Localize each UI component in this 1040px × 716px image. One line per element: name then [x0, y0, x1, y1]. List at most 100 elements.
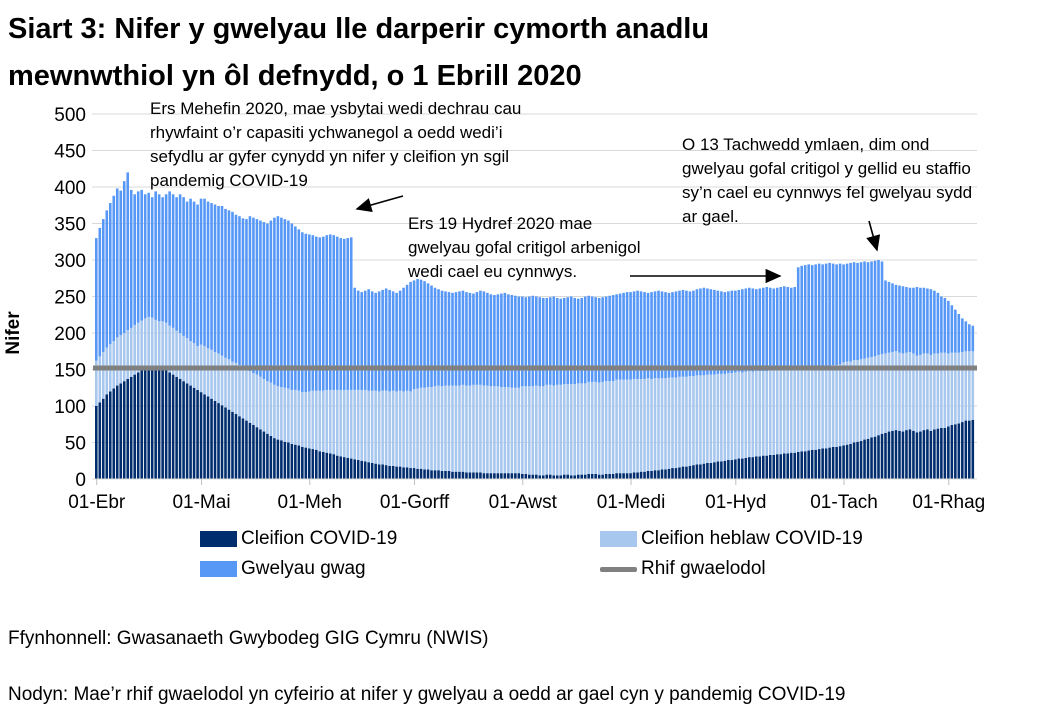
bar-segment-1 [559, 384, 563, 476]
bar-segment-2 [297, 229, 301, 391]
bar-segment-2 [905, 287, 908, 353]
bar-segment-0 [514, 473, 517, 479]
bar-segment-0 [583, 474, 587, 479]
axes: 0 50 100 150 200 250 300 350 400 450 500 01-Ebr 01-M… [54, 105, 985, 513]
bar-segment-0 [964, 420, 968, 479]
bar-segment-1 [926, 353, 929, 430]
y-tick-label: 450 [54, 142, 86, 163]
bar-segment-0 [653, 470, 657, 479]
bar-segment-1 [912, 353, 915, 431]
bar-segment-0 [681, 466, 685, 479]
bar-segment-1 [828, 365, 831, 448]
bar-segment-1 [444, 385, 447, 471]
bar-segment-1 [919, 354, 922, 432]
bar-segment-2 [339, 238, 343, 390]
y-tick-label: 0 [75, 470, 86, 491]
bar-segment-0 [611, 473, 615, 479]
bar-segment-2 [594, 297, 597, 382]
bar-segment-1 [510, 387, 514, 474]
bar-segment-2 [332, 235, 336, 390]
bar-segment-2 [842, 264, 845, 363]
bar-segment-0 [154, 368, 157, 479]
bar-segment-2 [674, 291, 678, 378]
bar-segment-2 [943, 297, 947, 353]
bar-segment-1 [692, 376, 695, 466]
bar-segment-2 [479, 290, 482, 385]
bar-segment-0 [503, 473, 507, 479]
y-tick-label: 50 [65, 434, 86, 455]
bar-segment-0 [559, 475, 563, 479]
bar-segment-2 [891, 283, 894, 352]
bar-segment-0 [266, 433, 269, 479]
bar-segment-1 [852, 360, 856, 443]
bar-segment-0 [262, 431, 266, 479]
bar-segment-0 [929, 430, 933, 479]
bar-segment-2 [709, 289, 713, 375]
bar-segment-0 [479, 472, 482, 479]
bar-segment-1 [562, 384, 566, 475]
bar-segment-0 [297, 445, 301, 479]
bar-segment-0 [702, 463, 706, 479]
bar-segment-2 [290, 223, 294, 390]
bar-segment-2 [761, 287, 765, 371]
bar-segment-1 [873, 356, 877, 437]
bar-segment-2 [692, 290, 695, 377]
bar-segment-1 [901, 353, 905, 432]
bar-segment-2 [454, 292, 458, 386]
bar-segment-1 [817, 366, 821, 450]
bar-segment-1 [765, 370, 769, 456]
bar-segment-0 [185, 383, 189, 479]
bar-segment-0 [555, 475, 559, 479]
bar-segment-1 [315, 390, 318, 450]
bar-segment-1 [140, 320, 143, 371]
bar-segment-2 [318, 237, 322, 391]
bar-segment-2 [353, 287, 357, 390]
bar-segment-1 [325, 389, 329, 453]
bar-segment-0 [720, 461, 723, 479]
bar-segment-2 [468, 292, 472, 386]
bar-segment-2 [950, 305, 954, 353]
bar-segment-2 [451, 292, 454, 386]
bar-segment-2 [168, 191, 171, 326]
bar-segment-0 [426, 469, 430, 479]
x-tick-label: 01-Meh [278, 492, 342, 513]
bar-segment-0 [824, 448, 828, 479]
bar-segment-0 [772, 454, 776, 479]
bar-segment-0 [419, 468, 423, 479]
bar-segment-2 [576, 298, 580, 384]
bar-segment-0 [528, 474, 531, 479]
bar-segment-2 [625, 292, 629, 380]
bar-segment-1 [706, 374, 709, 463]
bar-segment-1 [894, 351, 898, 431]
bar-segment-1 [192, 343, 196, 388]
bar-segment-0 [283, 441, 287, 479]
bar-segment-1 [266, 381, 269, 434]
annotation-june: Ers Mehefin 2020, mae ysbytai wedi dechr… [150, 99, 522, 190]
bar-segment-2 [189, 198, 192, 342]
bar-segment-1 [968, 351, 971, 421]
annotation-arrow-november [866, 220, 881, 252]
bar-segment-1 [545, 384, 549, 475]
bar-segment-2 [175, 197, 178, 331]
bar-segment-1 [398, 390, 402, 467]
bar-segment-2 [835, 264, 838, 366]
y-tick-label: 300 [54, 251, 86, 272]
bar-segment-1 [758, 370, 762, 457]
bar-segment-2 [119, 190, 123, 336]
y-tick-label: 100 [54, 397, 86, 418]
bar-segment-1 [154, 319, 157, 369]
bar-segment-1 [297, 390, 301, 446]
bar-segment-1 [699, 375, 702, 465]
bar-segment-0 [468, 472, 472, 479]
bar-segment-2 [129, 189, 133, 328]
bar-segment-0 [845, 444, 849, 479]
bar-segment-0 [384, 465, 388, 479]
legend-label-baseline: Rhif gwaelodol [641, 558, 766, 579]
bar-segment-2 [301, 232, 304, 393]
bar-segment-1 [129, 327, 133, 377]
bar-segment-2 [723, 292, 727, 374]
bar-segment-1 [370, 390, 374, 463]
bar-segment-1 [573, 384, 577, 476]
bar-segment-0 [545, 474, 549, 479]
